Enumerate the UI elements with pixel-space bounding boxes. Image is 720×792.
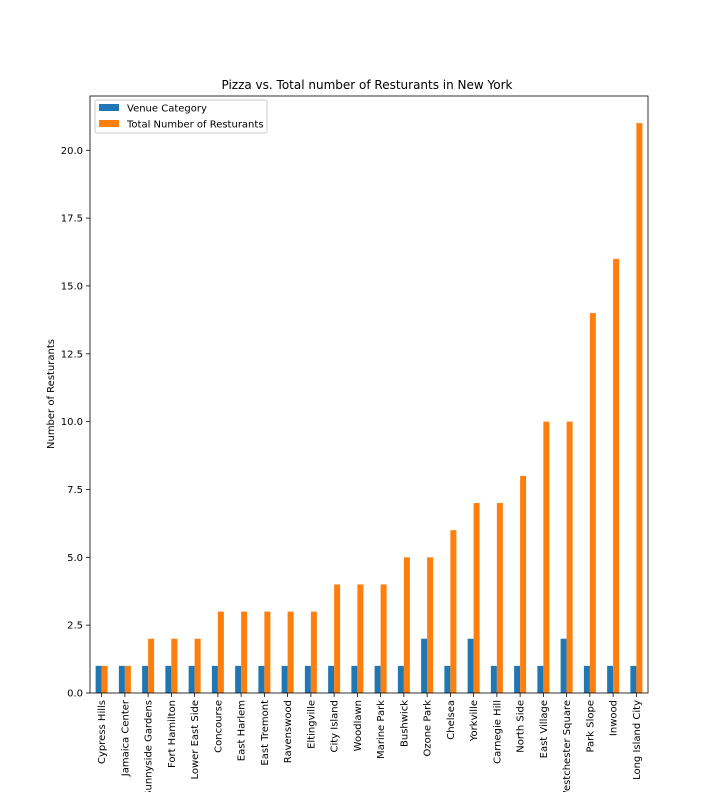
- x-tick-label: Westchester Square: [562, 700, 573, 792]
- bar-venue-category: [421, 638, 428, 693]
- y-tick-label: 10.0: [61, 417, 83, 428]
- bar-venue-category: [397, 665, 404, 693]
- y-tick-label: 17.5: [61, 214, 83, 225]
- y-tick-label: 0.0: [67, 689, 83, 700]
- bar-total-restaurants: [427, 557, 434, 693]
- x-tick-label: East Harlem: [237, 700, 248, 761]
- bar-venue-category: [444, 665, 451, 693]
- bar-venue-category: [607, 665, 614, 693]
- bar-total-restaurants: [589, 313, 596, 693]
- bar-total-restaurants: [217, 611, 224, 693]
- bar-total-restaurants: [450, 530, 457, 693]
- bar-venue-category: [514, 665, 521, 693]
- bar-venue-category: [583, 665, 590, 693]
- bar-venue-category: [258, 665, 265, 693]
- bar-venue-category: [537, 665, 544, 693]
- bar-total-restaurants: [101, 665, 108, 693]
- bar-total-restaurants: [496, 503, 503, 693]
- y-tick-label: 20.0: [61, 146, 83, 157]
- bar-total-restaurants: [566, 421, 573, 693]
- bar-total-restaurants: [334, 584, 341, 693]
- x-tick-label: Eltingville: [306, 700, 317, 749]
- bar-total-restaurants: [473, 503, 480, 693]
- legend-box: [94, 99, 268, 134]
- bar-venue-category: [374, 665, 381, 693]
- x-tick-label: Lower East Side: [190, 700, 201, 780]
- bar-venue-category: [211, 665, 218, 693]
- bar-total-restaurants: [543, 421, 550, 693]
- bar-total-restaurants: [357, 584, 364, 693]
- bar-venue-category: [165, 665, 172, 693]
- x-tick-label: Inwood: [609, 700, 620, 736]
- bar-total-restaurants: [287, 611, 294, 693]
- bar-venue-category: [95, 665, 102, 693]
- x-tick-label: East Tremont: [260, 700, 271, 766]
- bar-total-restaurants: [194, 638, 201, 693]
- x-tick-label: Marine Park: [376, 700, 387, 759]
- bar-total-restaurants: [636, 123, 643, 694]
- bar-total-restaurants: [264, 611, 271, 693]
- bar-total-restaurants: [148, 638, 155, 693]
- y-tick-label: 2.5: [67, 621, 83, 632]
- x-tick-label: East Village: [539, 700, 550, 758]
- bar-venue-category: [328, 665, 335, 693]
- bar-total-restaurants: [380, 584, 387, 693]
- y-axis-label: Number of Resturants: [46, 339, 57, 449]
- legend-swatch-venue-category: [99, 104, 119, 111]
- bar-venue-category: [467, 638, 474, 693]
- bar-venue-category: [560, 638, 567, 693]
- y-tick-label: 12.5: [61, 349, 83, 360]
- bar-venue-category: [235, 665, 242, 693]
- bar-total-restaurants: [310, 611, 317, 693]
- x-tick-label: Cypress Hills: [97, 700, 108, 764]
- bar-venue-category: [490, 665, 497, 693]
- y-tick-label: 7.5: [67, 485, 83, 496]
- legend-label-total-restaurants: Total Number of Resturants: [126, 120, 264, 131]
- x-tick-label: Chelsea: [446, 700, 457, 740]
- plot-frame: [89, 95, 649, 694]
- bar-total-restaurants: [520, 475, 527, 693]
- bar-venue-category: [188, 665, 195, 693]
- bar-venue-category: [281, 665, 288, 693]
- bar-venue-category: [630, 665, 637, 693]
- x-tick-label: City Island: [330, 700, 341, 753]
- bar-venue-category: [304, 665, 311, 693]
- legend-swatch-total-restaurants: [99, 120, 119, 127]
- plot-area: 0.0 2.5 5.0 7.5 10.0 12.5 15.0 17.5 20.0 Cypress …: [61, 123, 643, 792]
- bar-total-restaurants: [403, 557, 410, 693]
- x-tick-label: Woodlawn: [353, 700, 364, 751]
- y-tick-label: 5.0: [67, 553, 83, 564]
- bar-venue-category: [142, 665, 149, 693]
- x-tick-label: Ozone Park: [423, 700, 434, 757]
- chart-title: Pizza vs. Total number of Resturants in …: [221, 78, 512, 92]
- x-tick-label: Yorkville: [469, 700, 480, 742]
- y-tick-label: 15.0: [61, 281, 83, 292]
- x-tick-label: Jamaica Center: [120, 699, 131, 777]
- legend-label-venue-category: Venue Category: [127, 104, 207, 115]
- bar-venue-category: [351, 665, 358, 693]
- bar-total-restaurants: [241, 611, 248, 693]
- bar-total-restaurants: [171, 638, 178, 693]
- x-tick-label: Carnegie Hill: [492, 700, 503, 764]
- x-tick-label: Bushwick: [399, 700, 410, 747]
- x-tick-label: North Side: [516, 700, 527, 753]
- x-tick-label: Ravenswood: [283, 700, 294, 763]
- bar-total-restaurants: [124, 665, 131, 693]
- x-tick-label: Park Slope: [585, 700, 596, 753]
- bar-venue-category: [118, 665, 125, 693]
- x-tick-label: Fort Hamilton: [167, 700, 178, 768]
- bar-total-restaurants: [613, 258, 620, 693]
- x-tick-label: Sunnyside Gardens: [144, 700, 155, 792]
- x-tick-label: Long Island City: [632, 700, 643, 780]
- legend: Venue Category Total Number of Resturant…: [94, 99, 268, 134]
- x-tick-label: Concourse: [213, 700, 224, 753]
